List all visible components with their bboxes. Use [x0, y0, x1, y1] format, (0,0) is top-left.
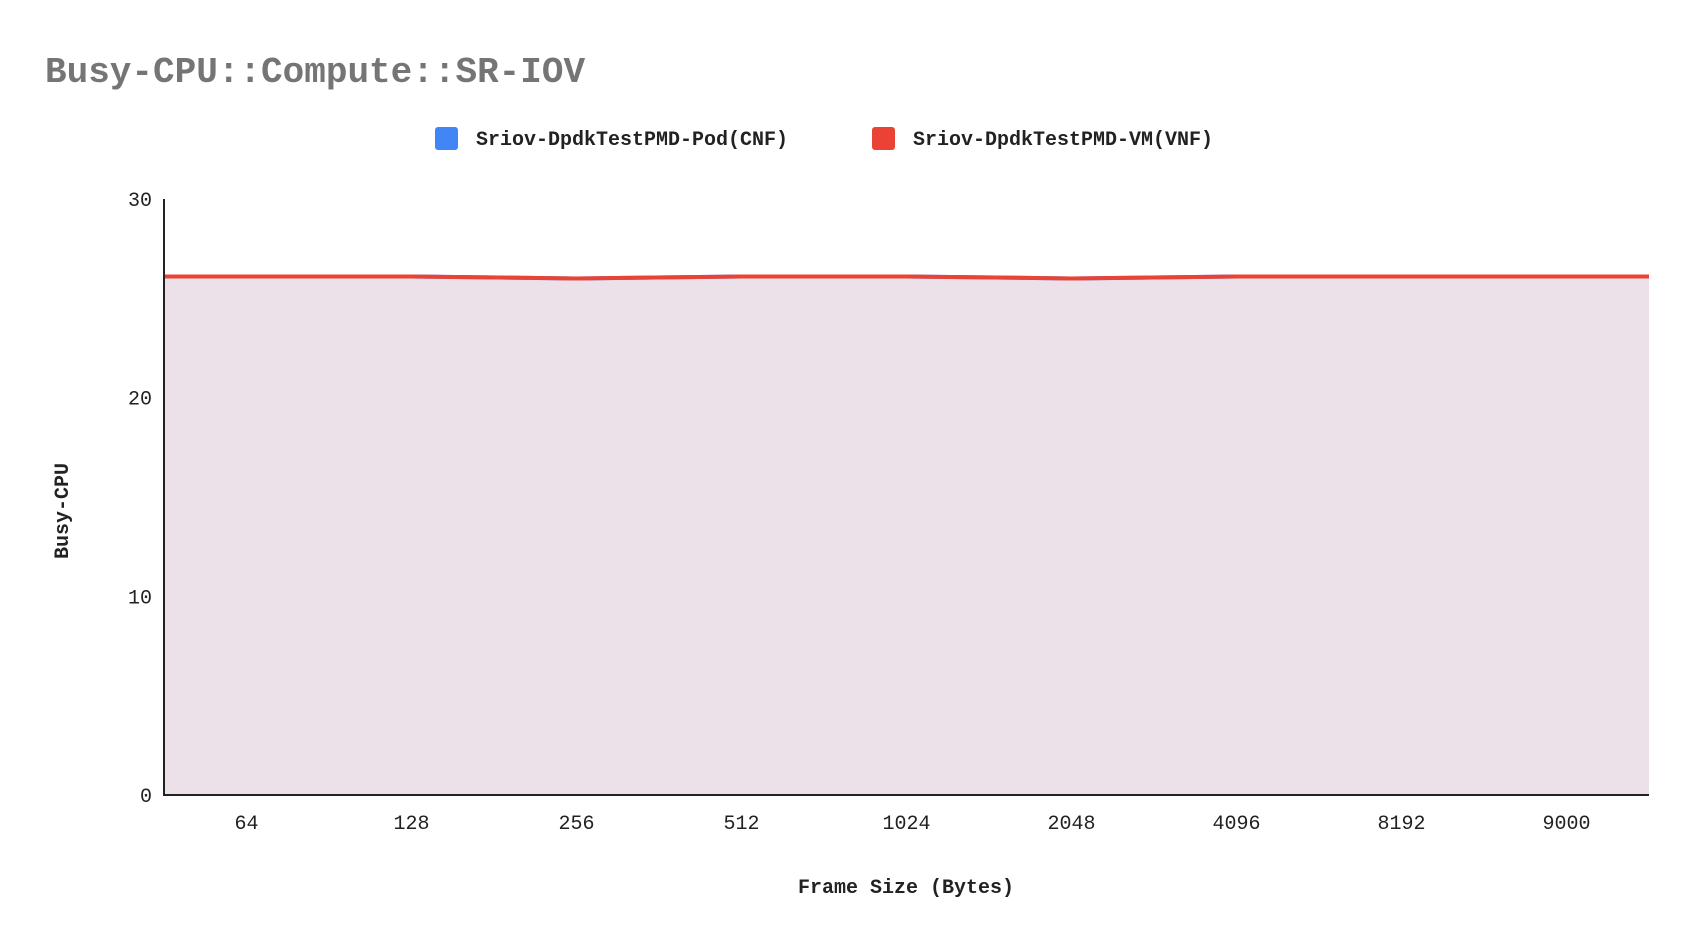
y-axis-label: Busy-CPU — [52, 463, 75, 559]
x-tick-label: 128 — [393, 813, 429, 836]
x-tick-label: 2048 — [1047, 813, 1095, 836]
chart-title: Busy-CPU::Compute::SR-IOV — [45, 52, 585, 93]
area-fill-1 — [164, 276, 1649, 796]
area-fills — [164, 276, 1649, 796]
y-tick-label: 20 — [128, 389, 152, 412]
area-fill-0 — [164, 276, 1649, 796]
y-tick-label: 10 — [128, 587, 152, 610]
axes — [163, 199, 1649, 796]
legend-swatch-0 — [435, 127, 458, 150]
x-tick-label: 1024 — [882, 813, 930, 836]
x-tick-labels: 64 128 256 512 1024 2048 4096 8192 9000 — [234, 813, 1590, 836]
legend-label-0: Sriov-DpdkTestPMD-Pod(CNF) — [476, 129, 788, 152]
x-tick-label: 512 — [723, 813, 759, 836]
legend: Sriov-DpdkTestPMD-Pod(CNF) Sriov-DpdkTest… — [435, 127, 1213, 152]
y-tick-label: 30 — [128, 190, 152, 213]
series-line-1 — [164, 274, 1649, 281]
x-tick-label: 9000 — [1542, 813, 1590, 836]
legend-swatch-1 — [872, 127, 895, 150]
x-tick-label: 4096 — [1212, 813, 1260, 836]
legend-label-1: Sriov-DpdkTestPMD-VM(VNF) — [913, 129, 1213, 152]
y-tick-label: 0 — [140, 786, 152, 809]
x-tick-label: 256 — [558, 813, 594, 836]
x-tick-label: 64 — [234, 813, 258, 836]
series-lines — [164, 274, 1649, 281]
x-tick-label: 8192 — [1377, 813, 1425, 836]
y-tick-labels: 0 10 20 30 — [128, 190, 152, 809]
x-axis-label: Frame Size (Bytes) — [798, 877, 1014, 900]
